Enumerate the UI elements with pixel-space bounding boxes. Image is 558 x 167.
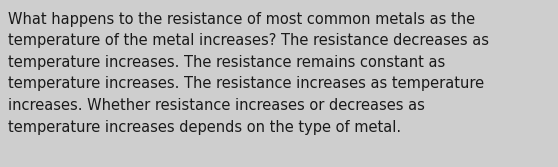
Text: What happens to the resistance of most common metals as the
temperature of the m: What happens to the resistance of most c… [8,12,489,135]
